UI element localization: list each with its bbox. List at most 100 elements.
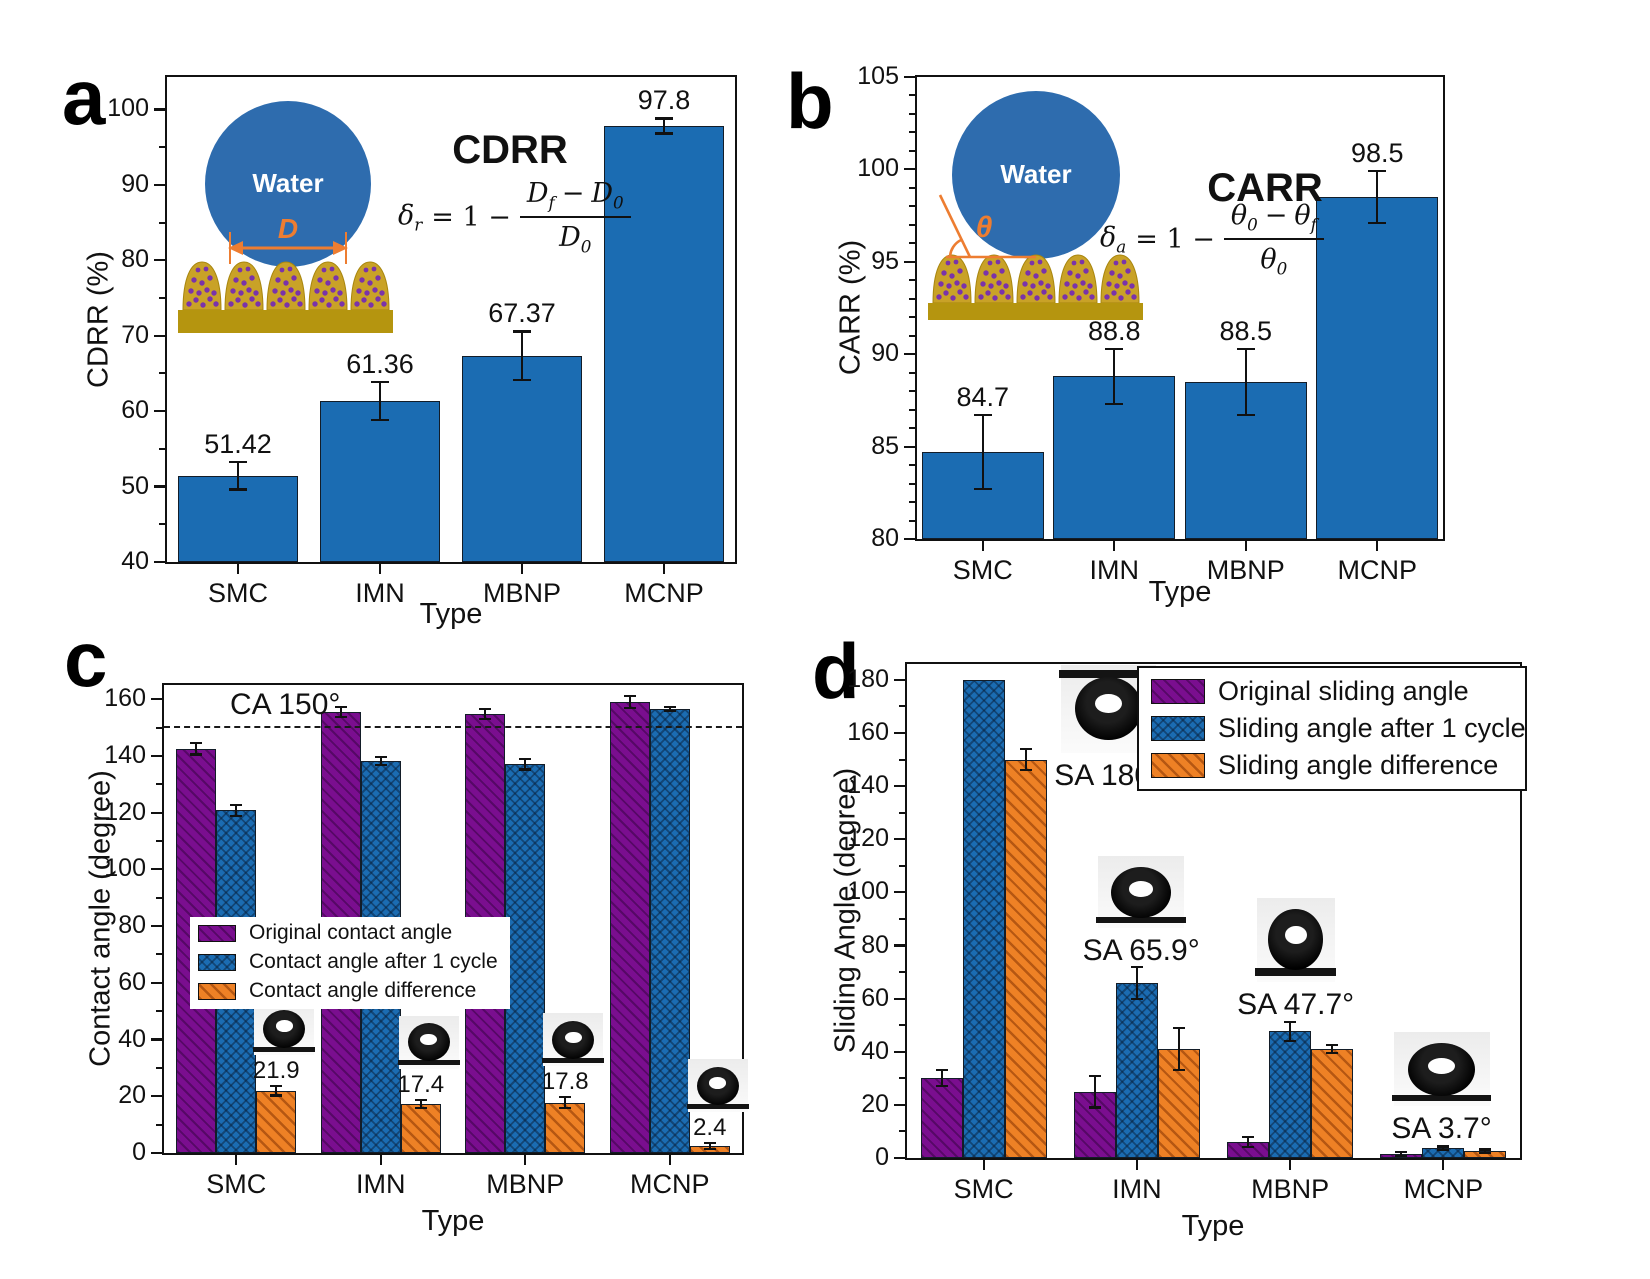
error-bar xyxy=(236,462,240,490)
x-axis-title-d: Type xyxy=(1181,1210,1245,1242)
bar-value-label: 97.8 xyxy=(637,85,691,116)
x-category-label: IMN xyxy=(1112,1174,1162,1204)
y-tick-label: 100 xyxy=(104,854,146,883)
reference-line xyxy=(164,726,742,729)
bar-a-MBNP xyxy=(462,355,582,562)
error-bar-cap xyxy=(623,706,636,709)
error-bar-cap xyxy=(371,380,389,384)
sa-annotation: SA 65.9° xyxy=(1082,934,1200,968)
y-tick xyxy=(154,410,165,413)
x-category-label: IMN xyxy=(1089,555,1140,585)
water-droplet xyxy=(952,91,1120,259)
y-tick xyxy=(151,1038,162,1041)
y-tick xyxy=(151,868,162,871)
x-tick xyxy=(520,564,524,574)
y-minor-tick xyxy=(909,205,915,208)
y-minor-tick xyxy=(899,971,905,974)
droplet-photo xyxy=(1391,1032,1492,1107)
plot-area-sliding-angle: 0 20 40 60 80 100 120 140 160 180 SMC IMN MBNP MCNP Or… xyxy=(847,662,1527,1204)
y-minor-tick xyxy=(899,864,905,867)
y-tick-label: 40 xyxy=(118,1024,146,1053)
error-bar xyxy=(520,331,524,380)
x-category-label: SMC xyxy=(206,1169,267,1199)
y-minor-tick xyxy=(156,1010,162,1013)
y-tick-label: 50 xyxy=(121,471,149,500)
y-tick-label: 40 xyxy=(121,547,149,575)
y-tick xyxy=(894,891,905,894)
y-tick-label: 20 xyxy=(118,1081,146,1110)
y-tick xyxy=(904,537,915,541)
error-bar-cap xyxy=(1236,347,1255,350)
error-bar-cap xyxy=(1088,1074,1101,1077)
error-bar xyxy=(1247,1136,1250,1148)
droplet-photo xyxy=(253,1002,316,1056)
error-bar-cap xyxy=(334,705,347,708)
error-bar-cap xyxy=(1236,414,1255,417)
photo-droplet xyxy=(696,1066,739,1105)
photo-droplet xyxy=(263,1009,306,1048)
sa-annotation: SA 3.7° xyxy=(1391,1112,1492,1146)
legend-swatch xyxy=(1151,716,1205,741)
photo-baseline xyxy=(1059,670,1159,679)
y-tick-label: 60 xyxy=(121,396,149,425)
error-bar-cap xyxy=(1242,1146,1255,1149)
error-bar xyxy=(628,696,631,708)
error-bar xyxy=(1177,1027,1180,1071)
cdrr-formula: δr = 1 − Df − D0 D0 xyxy=(398,178,631,257)
y-minor-tick xyxy=(909,112,915,115)
y-minor-tick xyxy=(159,447,165,450)
y-tick-label: 80 xyxy=(861,930,889,959)
error-bar xyxy=(419,1099,422,1108)
error-bar-cap xyxy=(559,1106,572,1109)
error-bar-cap xyxy=(1326,1044,1339,1047)
x-category-label: MBNP xyxy=(482,578,561,608)
diameter-arrow xyxy=(228,232,348,264)
photo-baseline xyxy=(542,1057,605,1063)
bar-c-IMN xyxy=(400,1103,441,1153)
y-tick xyxy=(894,1103,905,1106)
y-tick xyxy=(904,75,915,79)
droplet-photo xyxy=(1096,856,1186,929)
legend: Original contact angle Contact angle afte… xyxy=(190,917,510,1009)
y-tick-label: 80 xyxy=(871,524,899,552)
droplet-diagram-b: Water θ xyxy=(928,85,1143,320)
y-minor-tick xyxy=(909,186,915,189)
y-tick-label: 160 xyxy=(847,718,889,747)
error-bar-cap xyxy=(1172,1026,1185,1029)
y-tick-label: 70 xyxy=(121,320,149,349)
error-bar-cap xyxy=(190,742,203,745)
y-minor-tick xyxy=(159,372,165,375)
y-tick-label: 60 xyxy=(118,967,146,996)
y-minor-tick xyxy=(156,726,162,729)
bar-a-MCNP xyxy=(604,126,724,562)
y-tick xyxy=(894,1050,905,1053)
error-bar-cap xyxy=(230,814,243,818)
error-bar xyxy=(1135,966,1138,999)
y-minor-tick xyxy=(909,390,915,393)
error-bar-cap xyxy=(1368,170,1387,173)
y-tick-label: 0 xyxy=(875,1143,889,1171)
error-bar-cap xyxy=(270,1085,283,1088)
error-bar xyxy=(195,743,198,755)
error-bar-cap xyxy=(663,710,676,713)
y-minor-tick xyxy=(909,131,915,134)
y-tick xyxy=(151,811,162,814)
error-bar-cap xyxy=(374,756,387,759)
legend-label: Contact angle after 1 cycle xyxy=(249,950,498,973)
error-bar-cap xyxy=(623,695,636,698)
y-minor-tick xyxy=(899,705,905,708)
y-tick xyxy=(151,754,162,757)
legend-item: Sliding angle difference xyxy=(1151,750,1513,781)
y-minor-tick xyxy=(909,279,915,282)
error-bar xyxy=(1331,1045,1334,1054)
x-axis-title-a: Type xyxy=(419,598,483,630)
y-tick xyxy=(894,1156,905,1160)
error-bar xyxy=(1093,1075,1096,1108)
y-tick xyxy=(151,981,162,984)
y-minor-tick xyxy=(909,519,915,522)
error-bar-cap xyxy=(1326,1051,1339,1055)
y-tick xyxy=(904,260,915,263)
water-label: Water xyxy=(1000,159,1071,189)
legend-label: Original contact angle xyxy=(249,921,453,944)
